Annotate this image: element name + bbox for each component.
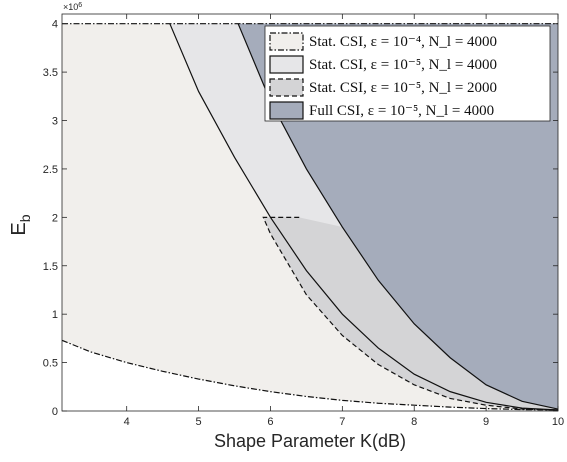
y-multiplier-label: ×106 — [63, 2, 82, 12]
legend-swatch-1 — [269, 32, 304, 51]
x-tick-label: 9 — [483, 416, 489, 428]
legend-swatch-3 — [269, 78, 304, 97]
legend-label-2: Stat. CSI, ε = 10⁻⁵, N_l = 4000 — [309, 57, 497, 73]
boundary-line-series-2 — [169, 23, 558, 411]
legend: Stat. CSI, ε = 10⁻⁴, N_l = 4000 Stat. CSI… — [264, 25, 551, 122]
x-tick-label: 7 — [339, 416, 345, 428]
y-tick-label: 2.5 — [43, 164, 58, 176]
y-tick-label: 0 — [52, 406, 58, 418]
y-axis-label-subscript: b — [17, 214, 33, 222]
legend-label-4: Full CSI, ε = 10⁻⁵, N_l = 4000 — [309, 103, 494, 119]
area-series-3 — [263, 217, 558, 411]
legend-label-3: Stat. CSI, ε = 10⁻⁵, N_l = 2000 — [309, 80, 497, 96]
x-tick-label: 10 — [552, 416, 564, 428]
y-tick-label: 4 — [52, 19, 58, 31]
x-tick-label: 4 — [124, 416, 130, 428]
x-tick-label: 8 — [411, 416, 417, 428]
x-tick-label: 6 — [267, 416, 273, 428]
boundary-line-series-3 — [262, 216, 558, 411]
boundary-line-series-1 — [62, 339, 558, 411]
x-tick-label: 5 — [196, 416, 202, 428]
y-tick-label: 1.5 — [43, 261, 58, 273]
tick-layer: 4 5 6 7 8 9 10 0 0.5 1 1.5 2 2.5 3 3.5 4 — [43, 14, 564, 428]
legend-box — [264, 25, 551, 122]
y-tick-label: 2 — [52, 212, 58, 224]
y-tick-label: 1 — [52, 309, 58, 321]
legend-swatch-2 — [269, 55, 304, 74]
y-multiplier-exponent: 6 — [78, 2, 82, 9]
boundary-line-layer — [62, 23, 558, 411]
y-axis-label: Eb — [8, 214, 33, 235]
x-axis-label: Shape Parameter K(dB) — [214, 431, 406, 451]
plot-frame — [61, 13, 559, 412]
y-tick-label: 3 — [52, 116, 58, 128]
boundary-line-series-4 — [237, 23, 558, 410]
legend-swatch-4 — [269, 101, 304, 120]
y-tick-label: 0.5 — [43, 358, 58, 370]
y-tick-label: 3.5 — [43, 67, 58, 79]
legend-label-1: Stat. CSI, ε = 10⁻⁴, N_l = 4000 — [309, 34, 497, 50]
